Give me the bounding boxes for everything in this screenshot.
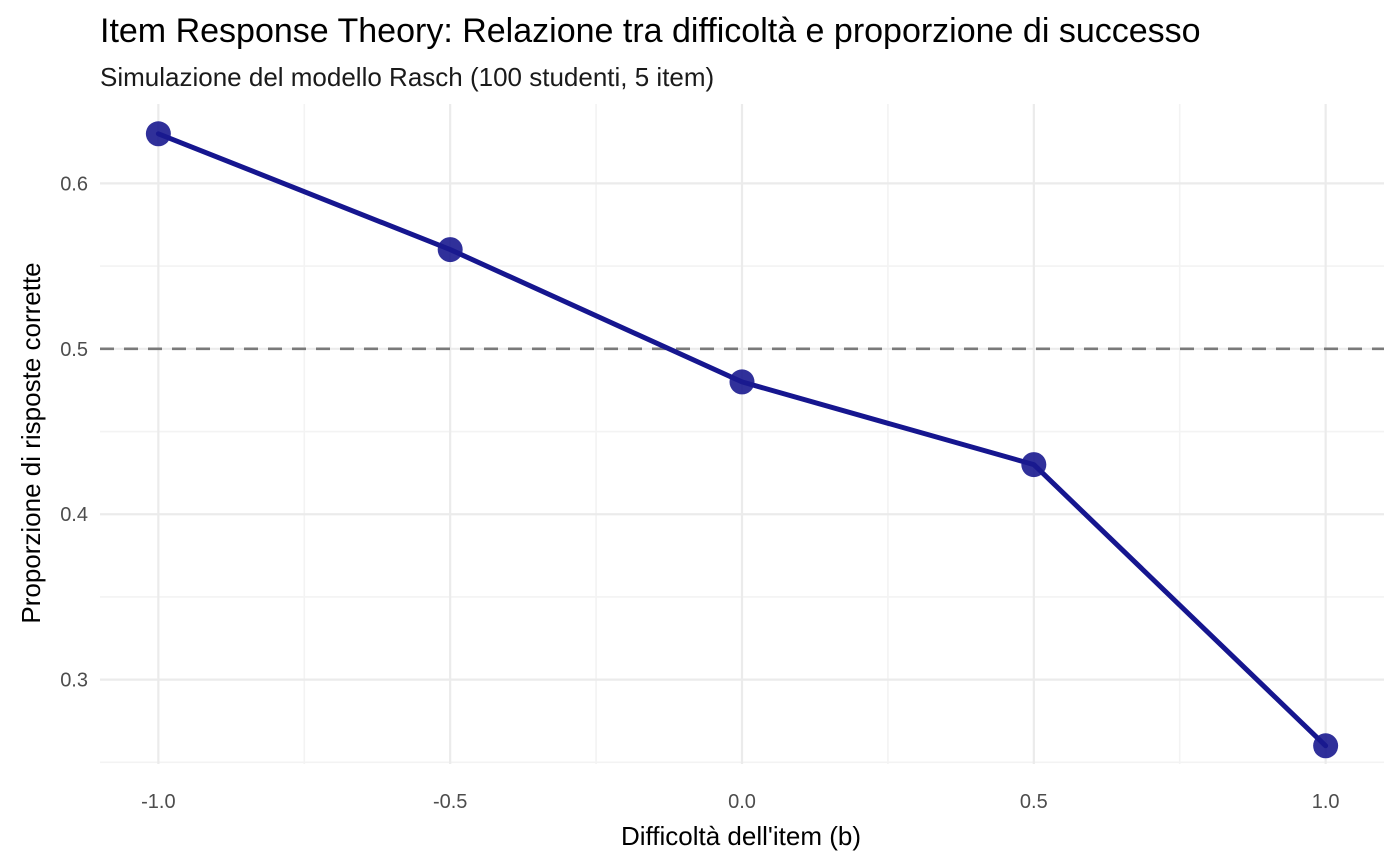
x-tick-label: 0.5 — [1020, 791, 1048, 813]
data-point — [729, 369, 755, 395]
y-tick-label: 0.3 — [60, 670, 88, 692]
x-axis-ticks: -1.0 -0.5 0.0 0.5 1.0 — [141, 791, 1339, 813]
series-group — [145, 121, 1339, 759]
data-point — [1313, 733, 1339, 759]
y-tick-label: 0.5 — [60, 339, 88, 361]
x-tick-label: -0.5 — [433, 791, 467, 813]
y-tick-label: 0.6 — [60, 173, 88, 195]
x-tick-label: 1.0 — [1312, 791, 1340, 813]
x-tick-label: 0.0 — [728, 791, 756, 813]
data-point — [145, 121, 171, 147]
y-tick-label: 0.4 — [60, 504, 88, 526]
chart-subtitle: Simulazione del modello Rasch (100 stude… — [100, 62, 714, 92]
data-point — [437, 237, 463, 263]
plot-grid — [100, 104, 1384, 764]
chart-title: Item Response Theory: Relazione tra diff… — [100, 12, 1201, 50]
y-axis-title: Proporzione di risposte corrette — [16, 262, 46, 623]
x-axis-title: Difficoltà dell'item (b) — [621, 821, 861, 851]
y-axis-ticks: 0.3 0.4 0.5 0.6 — [60, 173, 88, 691]
data-point — [1021, 452, 1047, 478]
x-tick-label: -1.0 — [141, 791, 175, 813]
